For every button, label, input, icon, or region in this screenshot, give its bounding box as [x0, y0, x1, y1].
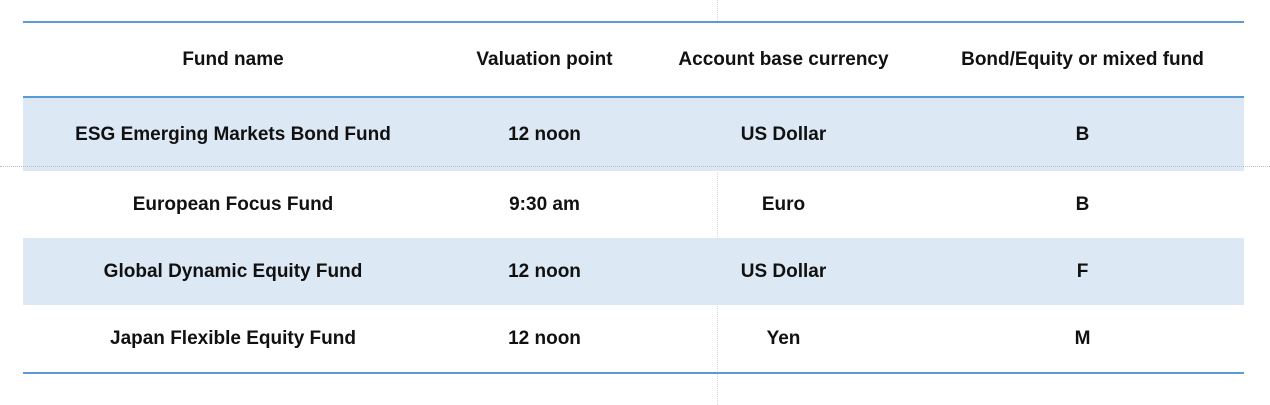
fund-type-cell: M [1074, 327, 1091, 349]
valuation-point-cell: 12 noon [508, 260, 581, 282]
table-header-row: Fund name Valuation point Account base c… [23, 23, 1244, 96]
fund-name-cell: Japan Flexible Equity Fund [110, 327, 356, 349]
header-bond-equity-mixed: Bond/Equity or mixed fund [961, 48, 1204, 70]
currency-cell: US Dollar [740, 123, 827, 145]
fund-name-cell: ESG Emerging Markets Bond Fund [75, 123, 391, 145]
fund-name-cell: European Focus Fund [132, 193, 334, 215]
currency-cell: Euro [761, 193, 806, 215]
fund-type-cell: B [1075, 193, 1090, 215]
valuation-point-cell: 12 noon [508, 123, 581, 145]
header-fund-name: Fund name [182, 48, 284, 70]
currency-cell: US Dollar [740, 260, 827, 282]
vertical-guide-line [717, 0, 718, 405]
table-row: Japan Flexible Equity Fund 12 noon Yen M [23, 305, 1244, 372]
horizontal-guide-line [0, 166, 1270, 167]
table-bottom-rule [23, 372, 1244, 374]
table-row: ESG Emerging Markets Bond Fund 12 noon U… [23, 98, 1244, 171]
header-account-base-currency: Account base currency [678, 48, 889, 70]
table-top-rule [23, 21, 1244, 23]
valuation-point-cell: 12 noon [508, 327, 581, 349]
header-valuation-point: Valuation point [476, 48, 613, 70]
fund-table: Fund name Valuation point Account base c… [23, 21, 1244, 374]
table-row: European Focus Fund 9:30 am Euro B [23, 171, 1244, 238]
currency-cell: Yen [766, 327, 801, 349]
header-bottom-rule [23, 96, 1244, 98]
fund-type-cell: F [1076, 260, 1089, 282]
fund-name-cell: Global Dynamic Equity Fund [103, 260, 363, 282]
valuation-point-cell: 9:30 am [509, 193, 580, 215]
table-row: Global Dynamic Equity Fund 12 noon US Do… [23, 238, 1244, 305]
fund-type-cell: B [1075, 123, 1090, 145]
